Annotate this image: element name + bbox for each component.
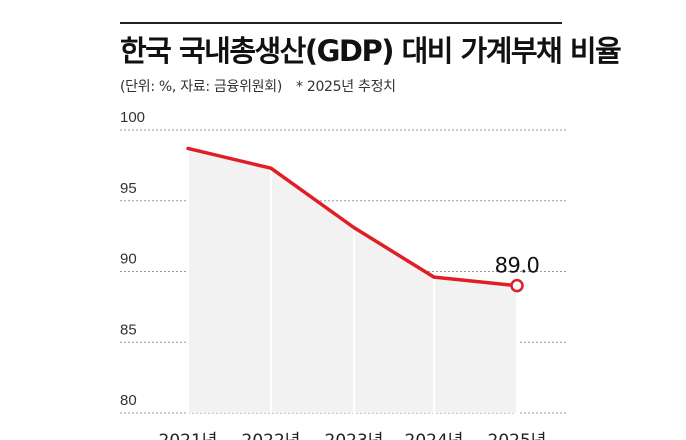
chart-subtitle: (단위: %, 자료: 금융위원회) * 2025년 추정치 (120, 76, 396, 96)
series-line (186, 146, 519, 288)
data-points (510, 278, 524, 293)
data-label: 89.0 (495, 254, 540, 278)
x-tick-label: 2021년 (159, 431, 218, 440)
vertical-guides (187, 150, 518, 419)
x-tick-label: 2024년 (405, 431, 464, 440)
title-rule (120, 22, 562, 24)
x-tick-label: 2022년 (242, 431, 301, 440)
y-tick-label: 80 (120, 392, 137, 409)
unit-source-label: (단위: %, 자료: 금융위원회) (120, 79, 282, 95)
estimate-note: * 2025년 추정치 (295, 79, 396, 95)
y-tick-label: 85 (120, 321, 137, 338)
chart-title: 한국 국내총생산(GDP) 대비 가계부채 비율 (120, 34, 622, 68)
x-tick-label: 2025년 (488, 431, 547, 440)
data-labels: 89.0 (495, 254, 540, 278)
y-tick-label: 95 (120, 180, 137, 197)
x-tick-label: 2023년 (325, 431, 384, 440)
y-tick-label: 90 (120, 251, 137, 268)
x-axis-ticks: 2021년 2022년 2023년 2024년 2025년 (159, 431, 547, 440)
y-axis-ticks: 100 95 90 85 80 (120, 109, 145, 409)
y-tick-label: 100 (120, 109, 145, 126)
data-point (510, 278, 524, 293)
